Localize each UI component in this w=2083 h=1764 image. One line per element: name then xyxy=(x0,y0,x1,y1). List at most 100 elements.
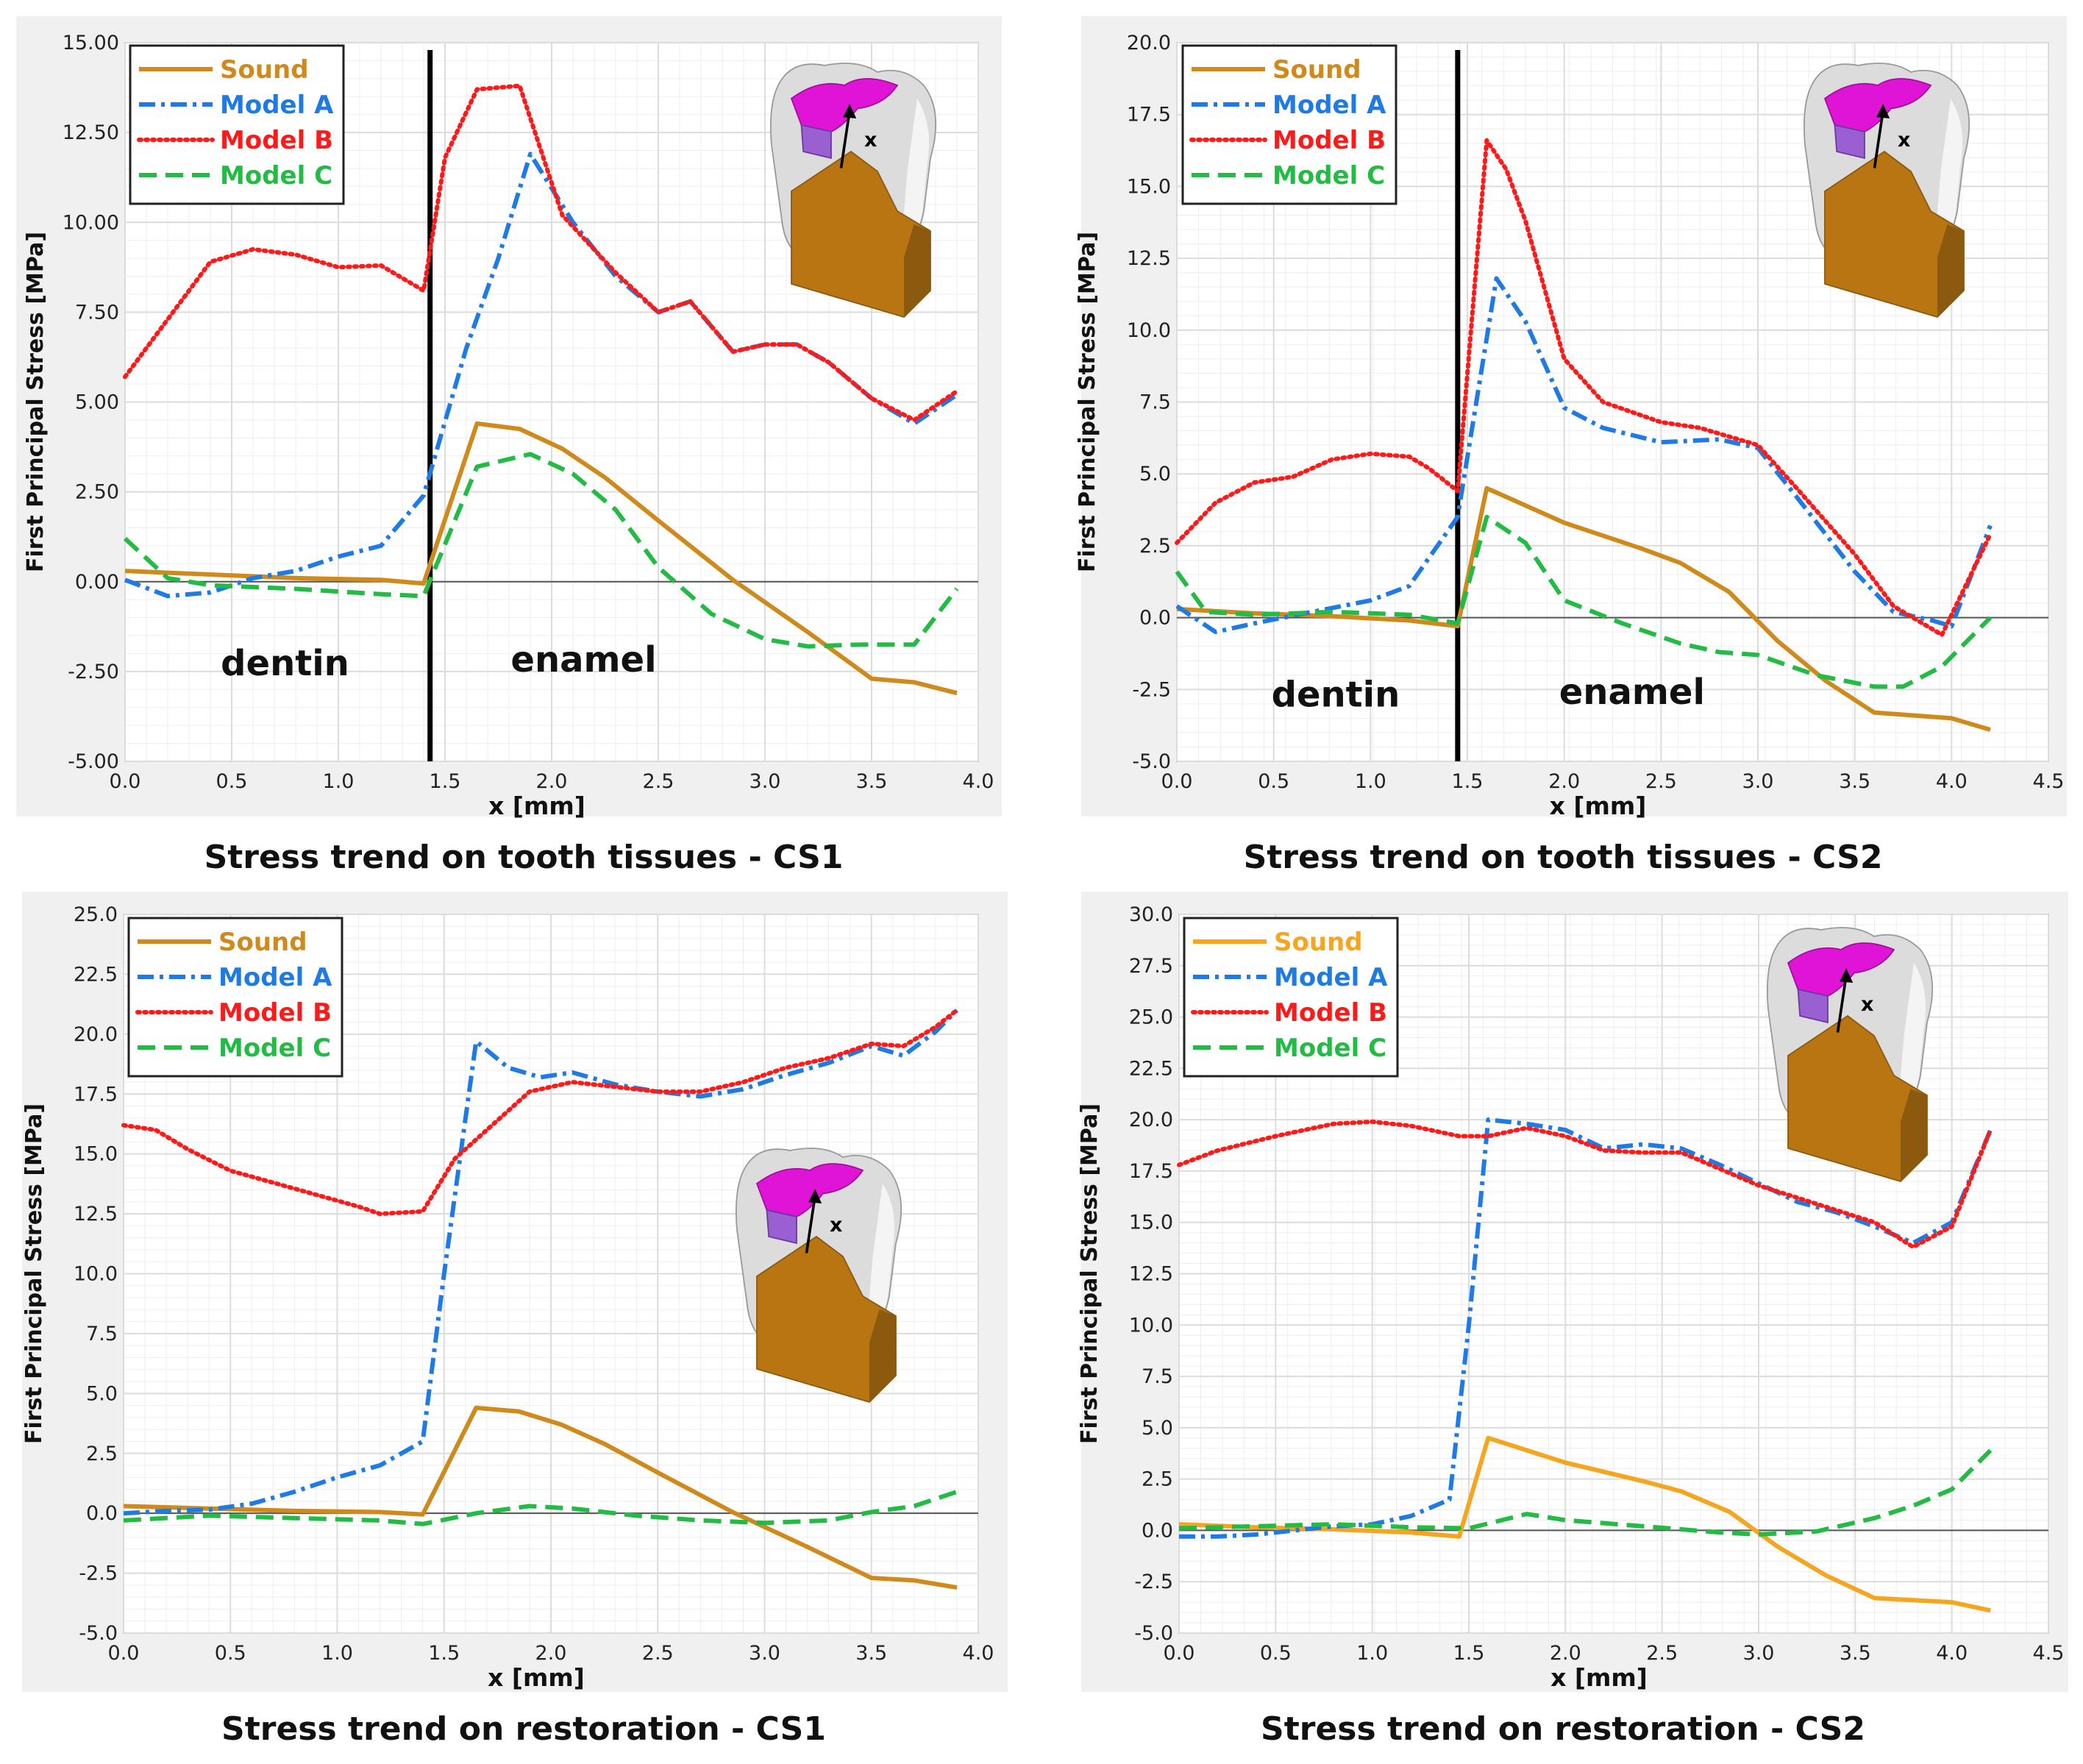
x-axis-label: x [mm] xyxy=(488,792,585,820)
y-tick-label: 5.0 xyxy=(86,1382,118,1405)
chart-panel-1: 0.0 0.5 1.0 1.5 2.0 2.5 3.0 3.5 4.0 -5.00 -2.50 0.0… xyxy=(16,16,1002,820)
tooth-highlight xyxy=(1934,99,1963,255)
y-tick-label: 27.5 xyxy=(1129,955,1173,978)
x-tick-label: 3.5 xyxy=(856,770,888,793)
chart-panel-3: 0.0 0.5 1.0 1.5 2.0 2.5 3.0 3.5 4.0 -5.0 -2.5 0.0 2.… xyxy=(21,892,1008,1692)
region-label: enamel xyxy=(510,639,656,680)
y-tick-label: 30.0 xyxy=(1129,903,1173,926)
x-tick-label: 3.0 xyxy=(749,1642,780,1665)
y-tick-label: 10.00 xyxy=(63,211,119,234)
x-tick-label: 3.5 xyxy=(855,1642,887,1665)
legend-label-sound: Sound xyxy=(220,55,309,85)
y-tick-label: 22.5 xyxy=(74,963,118,986)
y-tick-label: 0.00 xyxy=(75,571,119,594)
y-tick-label: 7.5 xyxy=(1142,1365,1173,1388)
x-tick-label: 4.0 xyxy=(1936,1642,1968,1665)
y-tick-label: -5.00 xyxy=(68,750,119,773)
path-arrow-line xyxy=(1873,110,1884,168)
y-tick-label: 12.5 xyxy=(74,1203,118,1226)
series-line-model-a xyxy=(1175,276,1993,635)
x-tick-label: 1.5 xyxy=(1452,770,1484,793)
legend-box xyxy=(1183,917,1399,1078)
y-tick-label: -5.0 xyxy=(1134,1622,1173,1645)
legend-box xyxy=(1181,44,1397,205)
arrow-head-icon xyxy=(808,1189,822,1203)
x-tick-label: 1.5 xyxy=(428,1642,460,1665)
series-line-model-b xyxy=(1175,138,1993,637)
y-tick-label: -2.50 xyxy=(68,661,119,683)
x-tick-label: 1.0 xyxy=(323,770,355,793)
y-tick-label: 15.00 xyxy=(63,32,119,54)
y-tick-label: 7.5 xyxy=(86,1323,118,1345)
y-tick-label: 2.50 xyxy=(75,481,119,504)
tooth-base-side xyxy=(904,224,930,317)
y-tick-label: 2.5 xyxy=(86,1443,118,1465)
y-tick-label: -2.5 xyxy=(1134,1571,1173,1593)
x-axis-label: x [mm] xyxy=(1550,792,1647,820)
legend-label-model-a: Model A xyxy=(1272,90,1386,120)
legend-box xyxy=(129,44,345,205)
y-tick-label: 25.0 xyxy=(1129,1006,1173,1029)
x-tick-label: 0.5 xyxy=(1260,1642,1292,1665)
y-tick-label: -2.5 xyxy=(1132,678,1171,701)
path-arrow-line xyxy=(805,1195,816,1253)
legend-label-model-b: Model B xyxy=(220,126,333,155)
x-axis-label: x [mm] xyxy=(1550,1663,1648,1692)
tooth-diagram: x xyxy=(1767,927,1934,1183)
liner xyxy=(1834,124,1865,160)
y-tick-label: 15.0 xyxy=(1127,175,1171,198)
legend-label-sound: Sound xyxy=(218,928,307,957)
series-line-model-a xyxy=(123,1009,959,1516)
x-tick-label: 3.5 xyxy=(1840,1642,1871,1665)
x-tick-label: 0.0 xyxy=(108,1642,140,1665)
tooth-base-side xyxy=(869,1309,896,1402)
x-tick-label: 0.5 xyxy=(216,770,248,793)
legend-label-model-a: Model A xyxy=(218,963,332,992)
y-tick-label: 5.0 xyxy=(1139,463,1171,486)
y-tick-label: 0.0 xyxy=(1142,1519,1173,1542)
x-tick-label: 2.5 xyxy=(1645,770,1677,793)
series-line-model-b xyxy=(123,83,959,422)
x-tick-label: 2.0 xyxy=(1548,770,1580,793)
legend-label-model-c: Model C xyxy=(1274,1034,1386,1063)
y-tick-label: 10.0 xyxy=(74,1263,118,1286)
series-line-model-c xyxy=(1175,514,1993,689)
y-tick-label: 25.0 xyxy=(74,903,118,926)
series-line-model-b xyxy=(1177,1119,1993,1250)
series-line-model-c xyxy=(1178,1448,1993,1537)
x-tick-label: 4.0 xyxy=(1936,770,1968,793)
y-tick-label: -5.0 xyxy=(79,1622,118,1645)
legend-label-model-c: Model C xyxy=(218,1034,331,1063)
x-tick-label: 2.5 xyxy=(643,770,674,793)
tooth-x-label: x xyxy=(1898,129,1910,152)
tooth-x-label: x xyxy=(864,129,877,152)
y-axis-label: First Principal Stress [MPa] xyxy=(21,1103,47,1444)
series-line-sound xyxy=(124,421,958,696)
series-line-sound xyxy=(1178,1435,1991,1613)
arrow-head-icon xyxy=(843,104,857,118)
chart-panel-4: 0.0 0.5 1.0 1.5 2.0 2.5 3.0 3.5 4.0 4.5 -5.0 -2.5 0.… xyxy=(1077,892,2068,1692)
x-tick-label: 1.0 xyxy=(1355,770,1386,793)
y-axis-label: First Principal Stress [MPa] xyxy=(23,232,49,572)
y-tick-label: 17.5 xyxy=(74,1083,118,1106)
x-tick-label: 0.0 xyxy=(110,770,141,793)
legend-label-model-b: Model B xyxy=(1272,126,1386,155)
x-tick-label: 3.5 xyxy=(1839,770,1870,793)
path-arrow-line xyxy=(1836,974,1848,1033)
legend-box xyxy=(127,917,343,1078)
x-tick-label: 2.5 xyxy=(642,1642,674,1665)
x-tick-label: 3.0 xyxy=(1743,1642,1775,1665)
x-tick-label: 1.5 xyxy=(430,770,461,793)
y-axis-label: First Principal Stress [MPa] xyxy=(1077,1103,1103,1444)
y-tick-label: 12.5 xyxy=(1127,247,1171,270)
x-tick-label: 1.5 xyxy=(1453,1642,1485,1665)
y-tick-label: 10.0 xyxy=(1129,1314,1173,1337)
y-tick-label: 20.0 xyxy=(1129,1109,1173,1131)
series-line-model-b xyxy=(121,1008,959,1217)
y-tick-label: 20.0 xyxy=(1127,32,1171,54)
y-tick-label: 22.5 xyxy=(1129,1057,1173,1080)
y-tick-label: 7.5 xyxy=(1139,391,1171,414)
y-tick-label: 17.5 xyxy=(1127,104,1171,127)
y-tick-label: 0.0 xyxy=(86,1502,118,1525)
